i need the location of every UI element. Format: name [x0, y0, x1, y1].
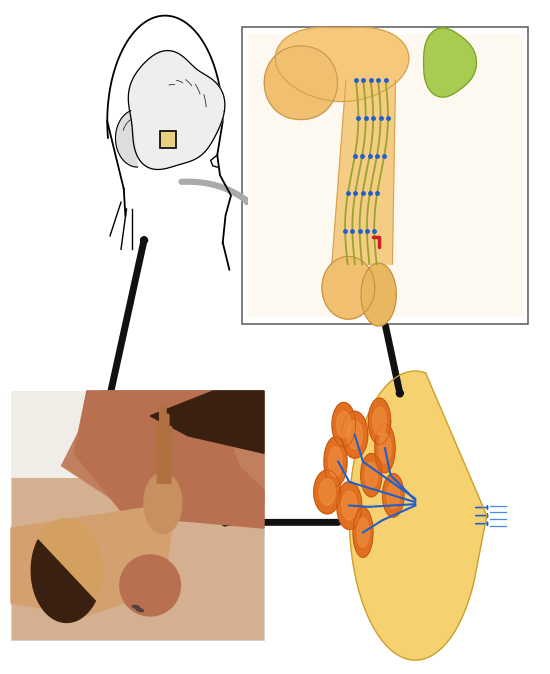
- Polygon shape: [332, 402, 355, 447]
- Polygon shape: [314, 470, 341, 514]
- Polygon shape: [337, 411, 351, 438]
- Bar: [242, 27, 528, 324]
- Polygon shape: [347, 421, 362, 449]
- Polygon shape: [349, 371, 487, 660]
- Polygon shape: [361, 454, 382, 497]
- Polygon shape: [116, 111, 138, 167]
- Polygon shape: [387, 483, 400, 508]
- Polygon shape: [74, 391, 264, 528]
- Polygon shape: [322, 256, 375, 319]
- Polygon shape: [31, 540, 95, 622]
- Polygon shape: [328, 447, 343, 477]
- Polygon shape: [276, 28, 409, 102]
- Polygon shape: [120, 555, 180, 616]
- Polygon shape: [62, 391, 264, 516]
- Polygon shape: [144, 472, 182, 534]
- Polygon shape: [31, 518, 102, 622]
- Polygon shape: [332, 80, 395, 264]
- Polygon shape: [424, 28, 476, 97]
- Polygon shape: [361, 263, 396, 326]
- Polygon shape: [11, 503, 175, 615]
- Polygon shape: [128, 51, 225, 169]
- Bar: [160, 131, 176, 148]
- Polygon shape: [375, 424, 395, 472]
- Bar: [11, 391, 100, 479]
- Polygon shape: [379, 433, 391, 463]
- Polygon shape: [383, 474, 404, 517]
- Polygon shape: [337, 481, 362, 530]
- Polygon shape: [319, 479, 336, 506]
- Polygon shape: [353, 508, 373, 557]
- Bar: [11, 391, 264, 640]
- Polygon shape: [265, 46, 338, 119]
- Bar: [248, 34, 522, 317]
- Polygon shape: [342, 491, 357, 520]
- Polygon shape: [368, 398, 390, 444]
- Polygon shape: [357, 518, 369, 547]
- Polygon shape: [373, 407, 386, 435]
- Polygon shape: [342, 411, 368, 458]
- Polygon shape: [150, 391, 264, 453]
- Polygon shape: [365, 462, 378, 488]
- Polygon shape: [324, 437, 347, 487]
